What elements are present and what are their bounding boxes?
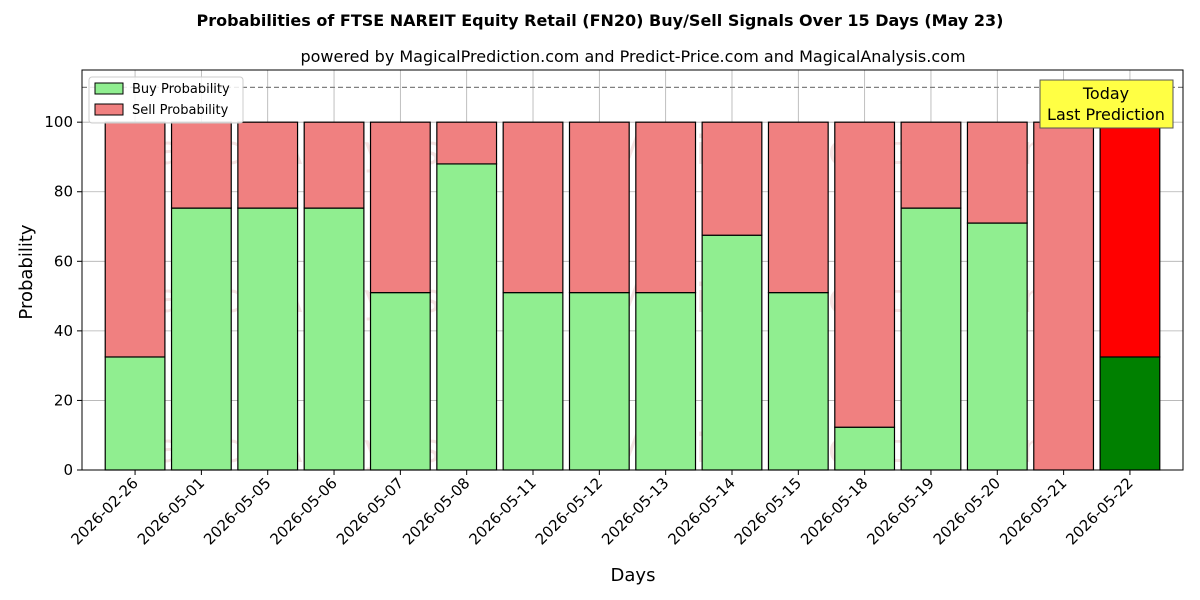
sell-bar <box>303 121 365 209</box>
x-tick-label: 2026-05-18 <box>797 474 871 548</box>
buy-bar <box>170 207 232 471</box>
plot-area: MagicalAnalysis.comMagicalPrediction.com… <box>44 69 1184 548</box>
x-tick-label: 2026-05-20 <box>930 474 1004 548</box>
legend: Buy Probability Sell Probability <box>88 76 244 124</box>
x-tick-label: 2026-05-06 <box>266 474 340 548</box>
sell-bar <box>237 121 299 209</box>
x-tick-label: 2026-05-13 <box>598 474 672 548</box>
annotation-box <box>1039 79 1174 129</box>
x-tick-label: 2026-05-12 <box>532 474 606 548</box>
legend-box <box>88 76 244 124</box>
x-tick-label: 2026-05-21 <box>996 474 1070 548</box>
buy-bar <box>237 207 299 471</box>
y-tick-label: 80 <box>54 183 73 201</box>
x-tick-label: 2026-05-11 <box>465 474 539 548</box>
sell-bar <box>767 121 829 294</box>
y-tick-label: 60 <box>54 252 73 270</box>
sell-bar <box>701 121 763 236</box>
buy-bar <box>701 234 763 471</box>
x-tick-label: 2026-05-05 <box>200 474 274 548</box>
buy-bar <box>502 292 564 471</box>
sell-bar <box>170 121 232 209</box>
x-tick-label: 2026-05-19 <box>863 474 937 548</box>
buy-bar <box>369 292 431 471</box>
y-axis-label: Probability <box>16 224 37 319</box>
buy-bar <box>966 222 1028 471</box>
x-tick-label: 2026-05-08 <box>399 474 473 548</box>
chart-title: Probabilities of FTSE NAREIT Equity Reta… <box>197 11 1004 30</box>
buy-bar <box>767 292 829 471</box>
sell-bar <box>502 121 564 294</box>
buy-bar <box>568 292 630 471</box>
today-annotation: Today Last Prediction <box>1039 79 1174 129</box>
x-tick-label: 2026-05-15 <box>731 474 805 548</box>
x-tick-label: 2026-02-26 <box>68 474 142 548</box>
x-tick-label: 2026-05-07 <box>333 474 407 548</box>
legend-label: Buy Probability <box>132 82 230 97</box>
y-tick-label: 40 <box>54 322 73 340</box>
plot-frame <box>81 69 1184 471</box>
y-tick-label: 100 <box>44 113 73 131</box>
buy-bar <box>303 207 365 471</box>
annotation-line2: Last Prediction <box>1047 105 1165 124</box>
sell-bar <box>1033 121 1095 471</box>
chart-subtitle: powered by MagicalPrediction.com and Pre… <box>300 47 965 66</box>
sell-bar <box>900 121 962 209</box>
legend-label: Sell Probability <box>132 103 229 118</box>
buy-bar <box>900 207 962 471</box>
legend-swatch <box>94 82 124 95</box>
sell-bar <box>568 121 630 294</box>
x-axis-label: Days <box>611 565 656 586</box>
sell-bar <box>834 121 896 428</box>
sell-bar <box>635 121 697 294</box>
sell-bar <box>104 121 166 358</box>
buy-bar <box>1099 356 1161 471</box>
y-tick-label: 20 <box>54 391 73 409</box>
buy-bar <box>436 163 498 471</box>
x-tick-label: 2026-05-14 <box>664 474 738 548</box>
annotation-line1: Today <box>1082 84 1129 103</box>
sell-bar <box>966 121 1028 224</box>
x-tick-label: 2026-05-22 <box>1062 474 1136 548</box>
buy-bar <box>834 426 896 471</box>
y-tick-label: 0 <box>63 461 73 479</box>
buy-bar <box>635 292 697 471</box>
sell-bar <box>1099 121 1161 358</box>
buy-bar <box>104 356 166 471</box>
legend-swatch <box>94 103 124 116</box>
sell-bar <box>436 121 498 165</box>
x-tick-label: 2026-05-01 <box>134 474 208 548</box>
sell-bar <box>369 121 431 294</box>
